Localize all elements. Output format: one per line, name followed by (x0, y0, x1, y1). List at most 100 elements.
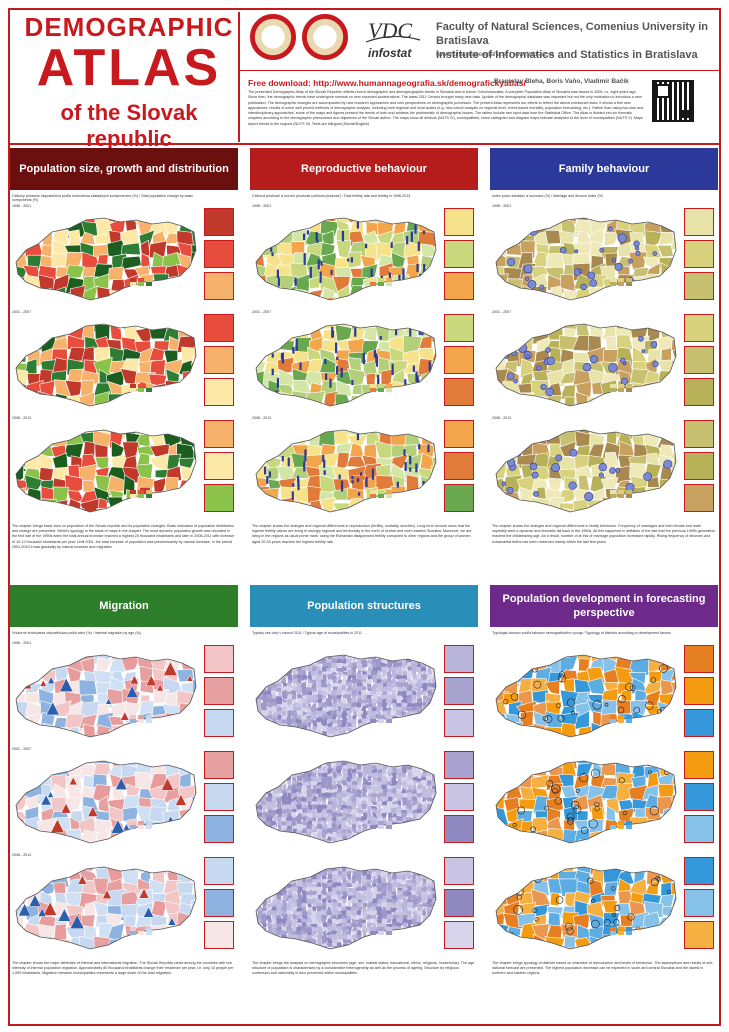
map-district (261, 796, 267, 802)
legend-swatch (146, 388, 152, 393)
map-district (412, 690, 417, 696)
map-bar-symbol (379, 335, 382, 340)
map-district (318, 405, 339, 406)
map-district (256, 295, 266, 300)
map-circle-symbol (556, 703, 561, 709)
map-district (277, 691, 283, 697)
map-district (336, 694, 342, 701)
map-district (406, 812, 412, 819)
map-district (437, 867, 438, 872)
map-district (282, 666, 288, 673)
map-district (319, 497, 336, 512)
map-district (391, 874, 398, 880)
map-district (287, 890, 294, 897)
map-district (267, 401, 281, 406)
map-district (657, 844, 676, 845)
map-district (286, 937, 293, 946)
country-outline (495, 429, 677, 513)
map-district (296, 890, 302, 897)
map-district (110, 510, 127, 512)
map-district (530, 402, 552, 406)
map-district (351, 922, 359, 928)
map-district (256, 761, 263, 767)
map-district (644, 273, 662, 295)
map-district (658, 486, 676, 506)
map-row: 1996 - 2001 (10, 641, 238, 745)
map-district (361, 705, 367, 712)
country-outline (15, 866, 197, 950)
map-district (191, 474, 196, 496)
map-district (266, 218, 283, 226)
map-district (291, 867, 298, 872)
map-district (603, 735, 622, 737)
map-district (380, 666, 388, 674)
map-district (302, 761, 308, 764)
map-district (262, 828, 269, 835)
map-district (392, 761, 398, 763)
map-district (628, 251, 648, 271)
map-district (181, 946, 194, 949)
map-district (356, 673, 364, 681)
map-district (403, 510, 424, 512)
map-bar-symbol (417, 241, 420, 251)
website-links[interactable]: www.humannageografia.sk | www.infostat.s… (436, 52, 555, 58)
map-triangle-symbol (27, 880, 37, 890)
map-legend (130, 384, 154, 393)
map-district (351, 383, 363, 396)
map-district (496, 842, 507, 843)
map-district (16, 404, 29, 406)
map-district (376, 910, 383, 916)
map-district (421, 938, 427, 946)
map-circle-symbol (559, 246, 567, 254)
map-district (271, 874, 277, 880)
map-district (416, 721, 423, 727)
map-district (396, 648, 403, 652)
map-district (178, 379, 196, 401)
map-district (26, 933, 41, 949)
map-district (256, 324, 270, 332)
map-district (164, 840, 181, 843)
map-bar-symbol (403, 449, 406, 456)
map-circle-symbol (641, 384, 651, 394)
map-district (643, 218, 664, 224)
map-district (162, 402, 182, 406)
map-district (256, 725, 257, 732)
map-district (193, 761, 196, 770)
map-district (256, 938, 258, 945)
country-outline (15, 654, 197, 738)
city-inset-map (444, 815, 474, 843)
map-district (182, 761, 196, 769)
map-district (316, 694, 323, 701)
map-district (280, 677, 287, 684)
map-district (276, 867, 283, 874)
map-district (416, 655, 423, 660)
map-district (410, 679, 418, 685)
map-district (262, 678, 268, 684)
map-district (366, 946, 374, 949)
map-district (305, 795, 314, 803)
map-district (150, 723, 166, 737)
map-district (432, 401, 436, 406)
map-circle-symbol (581, 826, 589, 835)
map-district (162, 937, 183, 949)
map-circle-symbol (612, 258, 617, 263)
map-row: 2008 - 2013 (490, 416, 718, 520)
map-district (367, 647, 373, 652)
map-district (306, 699, 312, 704)
map-district (270, 881, 278, 890)
map-circle-symbol (589, 279, 598, 287)
map-district (256, 764, 258, 771)
map-district (295, 659, 303, 664)
map-district (431, 867, 436, 874)
map-district (496, 761, 510, 777)
map-district (437, 824, 438, 830)
qr-code-icon[interactable] (652, 80, 694, 122)
faculty-seal-icon (302, 14, 348, 60)
download-link[interactable]: Free download: http://www.humannageograf… (248, 78, 526, 88)
map-circle-symbol (652, 360, 659, 368)
map-district (311, 918, 318, 925)
map-district (16, 882, 29, 899)
legend-swatch (138, 278, 144, 283)
map-district (306, 657, 312, 666)
map-district (39, 297, 56, 300)
